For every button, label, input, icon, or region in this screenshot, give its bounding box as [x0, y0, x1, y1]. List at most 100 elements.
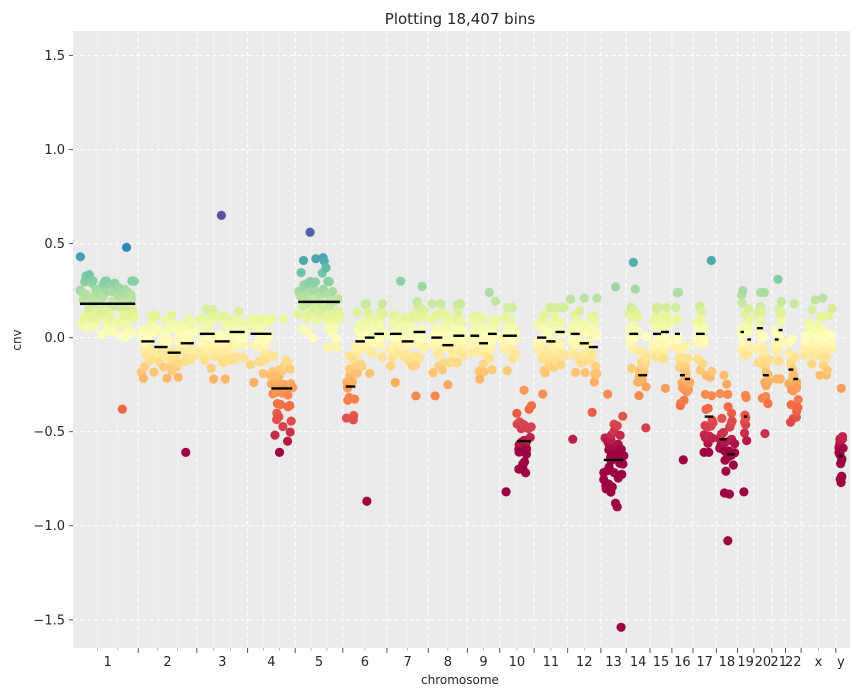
data-point — [380, 329, 390, 339]
chromosome-label-y: y — [837, 655, 845, 670]
data-point — [484, 287, 494, 298]
data-point — [571, 367, 581, 378]
data-point — [129, 276, 139, 286]
data-point — [787, 334, 797, 344]
data-point — [436, 299, 446, 309]
data-point — [456, 316, 466, 327]
data-point — [741, 392, 751, 403]
data-point — [282, 436, 293, 446]
data-point — [662, 311, 672, 321]
data-point — [724, 489, 735, 499]
data-point — [641, 351, 651, 361]
data-point — [550, 311, 560, 321]
data-point — [723, 536, 733, 546]
data-point — [479, 367, 489, 377]
data-point — [512, 408, 522, 418]
data-point — [641, 331, 652, 342]
data-point — [390, 377, 400, 388]
data-point — [430, 391, 440, 401]
data-point — [521, 468, 531, 478]
chromosome-label-11: 11 — [543, 655, 560, 670]
data-point — [683, 353, 693, 363]
data-point — [683, 385, 694, 395]
data-point — [458, 351, 468, 361]
data-point — [417, 281, 427, 291]
data-point — [484, 354, 495, 364]
data-point — [815, 370, 825, 380]
segment-lines — [80, 300, 843, 462]
data-point — [612, 502, 622, 512]
data-point — [269, 351, 279, 361]
data-point — [341, 413, 352, 423]
data-point — [514, 447, 524, 457]
data-point — [699, 335, 709, 345]
data-point — [776, 296, 786, 307]
data-point — [818, 293, 828, 303]
data-point — [501, 338, 511, 348]
data-point — [538, 389, 548, 399]
data-point — [365, 368, 375, 378]
data-point — [234, 306, 244, 316]
data-point — [741, 420, 751, 430]
data-point — [220, 374, 230, 384]
data-point — [789, 299, 799, 309]
data-point — [511, 350, 521, 360]
data-point — [139, 362, 150, 372]
data-point — [672, 314, 683, 324]
data-point — [739, 428, 750, 438]
data-point — [764, 354, 774, 365]
data-point — [428, 368, 438, 378]
data-point — [519, 385, 529, 395]
data-point — [719, 370, 729, 380]
data-point — [836, 477, 846, 488]
data-point — [637, 375, 647, 385]
data-point — [697, 306, 707, 317]
data-point — [525, 432, 535, 443]
data-point — [452, 358, 462, 368]
data-point — [327, 286, 338, 296]
data-point — [189, 327, 199, 337]
chromosome-label-22: 22 — [785, 655, 802, 670]
data-point — [285, 364, 295, 374]
chromosome-label-3: 3 — [218, 655, 226, 670]
data-point — [555, 317, 565, 327]
data-point — [612, 421, 622, 431]
data-point — [589, 377, 599, 387]
data-point — [587, 351, 597, 361]
data-point — [305, 227, 315, 237]
y-tick-label: −1.5 — [33, 613, 65, 628]
data-point — [745, 342, 755, 352]
data-point — [807, 305, 817, 315]
y-axis: 1.5 1.0 0.5 0.0 −0.5 −1.0 −1.5 — [33, 49, 73, 628]
chromosome-label-9: 9 — [479, 655, 487, 670]
data-point — [816, 311, 826, 322]
data-point — [415, 352, 425, 363]
y-tick-label: 1.5 — [44, 49, 65, 64]
data-point — [173, 372, 183, 382]
data-point — [721, 466, 731, 476]
data-point — [389, 309, 399, 320]
data-point — [619, 451, 629, 461]
chromosome-label-6: 6 — [361, 655, 369, 670]
data-point — [738, 337, 748, 347]
data-point — [587, 407, 597, 417]
chromosome-label-2: 2 — [163, 655, 171, 670]
data-point — [329, 323, 339, 333]
data-point — [209, 374, 219, 384]
data-point — [459, 335, 469, 345]
data-point — [505, 314, 516, 325]
data-point — [162, 373, 172, 383]
data-point — [718, 427, 729, 438]
data-point — [553, 302, 563, 313]
data-point — [324, 277, 334, 287]
data-point — [759, 346, 769, 356]
chromosome-label-13: 13 — [605, 655, 622, 670]
chromosome-label-18: 18 — [719, 655, 736, 670]
data-point — [673, 287, 684, 298]
data-point — [821, 352, 831, 362]
y-tick-label: −1.0 — [33, 519, 65, 534]
data-point — [618, 411, 628, 421]
data-point — [727, 416, 737, 426]
